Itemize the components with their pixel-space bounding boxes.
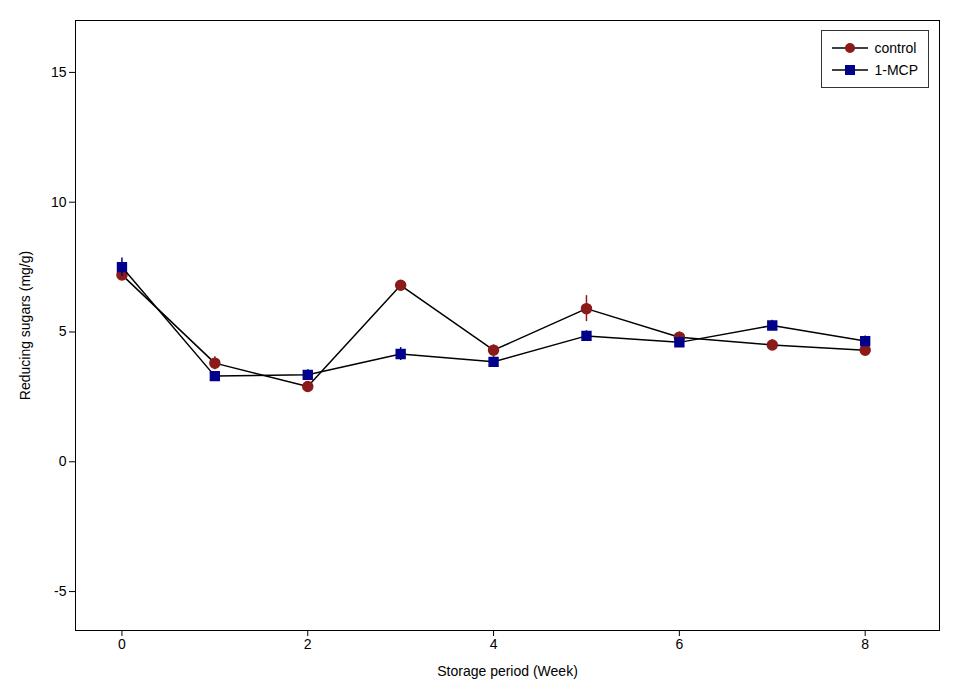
html-text:1-MCP: 1-MCP (874, 62, 918, 78)
html-text:control: control (874, 40, 917, 56)
svg-text:-5: -5 (54, 583, 67, 599)
svg-text:Reducing sugars (mg/g): Reducing sugars (mg/g) (17, 251, 33, 400)
svg-text:8: 8 (861, 636, 869, 652)
svg-text:Storage period (Week): Storage period (Week) (437, 663, 578, 679)
svg-text:15: 15 (51, 64, 67, 80)
svg-text:0: 0 (118, 636, 126, 652)
svg-text:0: 0 (59, 453, 67, 469)
svg-text:6: 6 (675, 636, 683, 652)
svg-text:2: 2 (304, 636, 312, 652)
svg-text:10: 10 (51, 194, 67, 210)
svg-text:5: 5 (59, 323, 67, 339)
svg-text:4: 4 (490, 636, 498, 652)
